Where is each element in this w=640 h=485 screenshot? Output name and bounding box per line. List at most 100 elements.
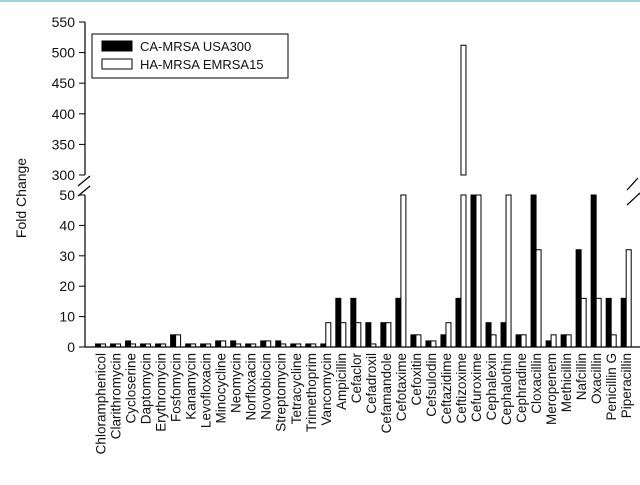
bar-ca-mrsa [335, 297, 342, 348]
bar-ha-mrsa [610, 334, 617, 348]
y-tick-label: 20 [59, 278, 75, 294]
bar-ca-mrsa [275, 340, 282, 348]
legend-label-ca-mrsa: CA-MRSA USA300 [140, 39, 251, 54]
bar-ca-mrsa [380, 322, 387, 348]
bar-ha-mrsa [565, 334, 572, 348]
axis-break-mark [77, 185, 91, 197]
x-tick-label: Clarithromycin [109, 353, 124, 439]
bar-ha-mrsa [475, 194, 482, 348]
bar-ca-mrsa [125, 340, 132, 348]
bar-ha-mrsa [355, 322, 362, 348]
bar-ca-mrsa [395, 297, 402, 348]
bar-ca-mrsa [470, 194, 477, 348]
bar-ca-mrsa [410, 334, 417, 348]
x-tick-label: Minocycline [214, 353, 229, 424]
x-tick-label: Norfloxacin [244, 353, 259, 421]
x-tick-label: Cycloserine [124, 353, 139, 424]
x-tick-label: Trimethoprim [304, 353, 319, 432]
bar-ha-mrsa [445, 322, 452, 348]
x-tick-label: Cefuroxime [469, 353, 484, 422]
bar-ca-mrsa [575, 249, 582, 348]
axis-break-mark [77, 175, 91, 187]
x-tick-labels: Chloramphenicol Clarithromycin Cycloserine… [94, 353, 635, 455]
bar-ha-mrsa [175, 334, 182, 348]
x-tick-label: Cloxacillin [529, 353, 544, 414]
x-tick-label: Daptomycin [139, 353, 154, 424]
bar-ha-mrsa [220, 340, 227, 348]
bar-ha-mrsa [385, 322, 392, 348]
y-tick-label: 30 [59, 248, 75, 264]
bar-ca-mrsa [455, 297, 462, 348]
y-tick-label: 0 [67, 339, 75, 355]
bar-ca-mrsa [485, 322, 492, 348]
bar-ha-mrsa [505, 194, 512, 348]
bar-ha-mrsa [460, 194, 467, 348]
x-tick-label: Streptomycin [274, 353, 289, 432]
bar-ha-mrsa [490, 334, 497, 348]
bar-ha-mrsa [535, 249, 542, 348]
y-tick-label: 350 [52, 136, 76, 152]
bar-ca-mrsa [605, 297, 612, 348]
x-tick-label: Ampicillin [334, 353, 349, 410]
bar-ca-mrsa [545, 340, 552, 348]
x-tick-label: Cefaclor [349, 353, 364, 404]
y-tick-label: 50 [59, 187, 75, 203]
y-tick-label: 300 [52, 167, 76, 183]
x-tick-label: Cefotaxime [394, 353, 409, 421]
bar-ha-mrsa [580, 297, 587, 348]
bar-marks [95, 44, 632, 348]
x-tick-label: Vancomycin [319, 353, 334, 426]
bar-ca-mrsa [620, 297, 627, 348]
x-tick-label: Cefsulodin [424, 353, 439, 417]
x-tick-label: Nafcillin [574, 353, 589, 400]
y-axis-label: Fold Change [13, 158, 29, 238]
bar-ha-mrsa [625, 249, 632, 348]
x-tick-label: Penicillin G [604, 353, 619, 421]
legend-label-ha-mrsa: HA-MRSA EMRSA15 [140, 57, 264, 72]
y-tick-label: 10 [59, 309, 75, 325]
bar-ca-mrsa [365, 322, 372, 348]
y-tick-label: 40 [59, 217, 75, 233]
y-tick-label: 550 [52, 14, 76, 30]
legend-swatch-ca-mrsa [101, 40, 133, 52]
bar-ca-mrsa [530, 194, 537, 348]
x-tick-label: Erythromycin [154, 353, 169, 432]
bar-ha-mrsa [520, 334, 527, 348]
bar-ca-mrsa [230, 340, 237, 348]
axes: 300 350 400 450 500 550 0 10 20 30 40 50 [52, 14, 640, 355]
x-tick-label: Neomycin [229, 353, 244, 413]
x-tick-label: Ceftizoxime [454, 353, 469, 424]
x-tick-label: Levofloxacin [199, 353, 214, 428]
bar-ha-mrsa [265, 340, 272, 348]
x-tick-label: Cephradine [514, 353, 529, 423]
bar-ha-mrsa-upper [460, 44, 467, 176]
legend: CA-MRSA USA300 HA-MRSA EMRSA15 [91, 33, 289, 79]
x-tick-label: Oxacillin [589, 353, 604, 404]
x-tick-label: Novobiocin [259, 353, 274, 420]
bar-ca-mrsa [560, 334, 567, 348]
x-tick-label: Cephalothin [499, 353, 514, 425]
bar-ha-mrsa [595, 297, 602, 348]
legend-swatch-ha-mrsa [101, 58, 133, 70]
bar-ha-mrsa [430, 340, 437, 348]
x-tick-label: Piperacillin [619, 353, 634, 418]
y-tick-label: 450 [52, 75, 76, 91]
bar-ca-mrsa [500, 322, 507, 348]
x-tick-label: Meropenem [544, 353, 559, 425]
bar-ha-mrsa [325, 322, 332, 348]
x-tick-label: Cefadroxil [364, 353, 379, 414]
x-tick-label: Ceftazidime [439, 353, 454, 424]
bar-ca-mrsa [350, 297, 357, 348]
y-tick-label: 400 [52, 106, 76, 122]
axis-break-mark [626, 177, 639, 191]
x-tick-label: Chloramphenicol [94, 353, 109, 454]
bar-ca-mrsa [260, 340, 267, 348]
bar-ca-mrsa [590, 194, 597, 348]
x-tick-label: Kanamycin [184, 353, 199, 420]
axis-break-mark [626, 192, 640, 206]
bar-ca-mrsa [425, 340, 432, 348]
bar-ca-mrsa [170, 334, 177, 348]
bar-ca-mrsa [440, 334, 447, 348]
